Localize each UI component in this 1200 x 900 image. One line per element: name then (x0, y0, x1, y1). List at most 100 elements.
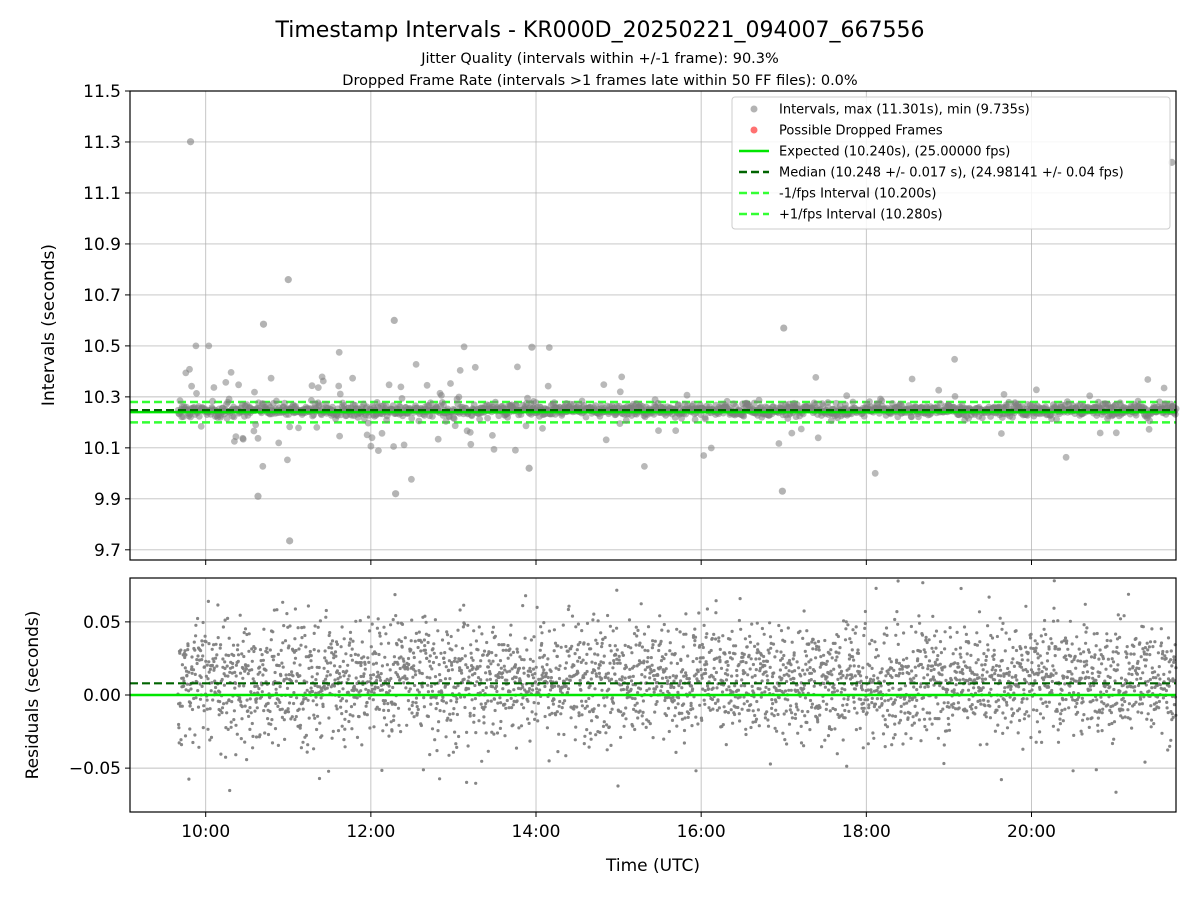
residual-point (714, 611, 718, 615)
residual-point (799, 674, 803, 678)
residual-point (1043, 618, 1047, 623)
residual-point (1030, 688, 1034, 692)
residual-point (816, 639, 821, 644)
residual-point (780, 656, 784, 661)
residual-point (704, 635, 708, 639)
residual-point (1074, 666, 1078, 670)
residual-point (408, 687, 412, 691)
residual-point (948, 626, 952, 630)
residual-point (492, 732, 496, 736)
residual-point (919, 662, 924, 667)
residual-point (921, 696, 926, 700)
residual-point (309, 659, 313, 663)
residual-point (334, 704, 338, 708)
residual-point (909, 736, 913, 741)
residual-point (631, 724, 635, 728)
residual-point (462, 603, 466, 607)
residual-point (847, 657, 852, 661)
residual-point (610, 707, 614, 711)
residual-point (941, 707, 945, 711)
residual-point (332, 684, 336, 688)
residual-point (384, 723, 389, 727)
residual-point (605, 695, 609, 699)
residual-point (740, 678, 744, 682)
residual-point (1038, 654, 1042, 658)
residual-point (1075, 701, 1079, 706)
residual-point (317, 776, 322, 781)
residual-point (763, 690, 767, 694)
residual-point (419, 723, 423, 728)
residual-point (668, 675, 672, 680)
residual-point (1044, 700, 1048, 704)
residual-point (265, 650, 269, 654)
residual-point (611, 629, 615, 633)
residual-point (773, 655, 777, 659)
residual-point (1111, 660, 1116, 664)
residual-point (814, 656, 818, 660)
residual-point (574, 625, 578, 629)
residual-point (442, 656, 446, 660)
residual-point (402, 681, 406, 685)
residual-point (268, 709, 272, 714)
residual-point (523, 636, 527, 640)
residual-point (292, 701, 296, 706)
residual-point (206, 727, 210, 731)
residual-point (912, 685, 916, 689)
residual-point (369, 676, 373, 681)
residual-point (852, 695, 856, 700)
residual-point (224, 726, 228, 730)
residual-point (511, 650, 515, 655)
residual-point (387, 734, 391, 738)
residual-point (642, 632, 647, 636)
residual-point (329, 642, 333, 646)
residual-point (666, 629, 670, 633)
intervals-y-tick-label: 10.1 (83, 439, 121, 459)
residual-point (961, 688, 965, 693)
residual-point (313, 683, 317, 688)
residual-point (912, 676, 916, 680)
residual-point (884, 674, 888, 678)
residual-point (640, 714, 644, 718)
residual-point (946, 716, 950, 721)
residual-point (988, 704, 992, 708)
residual-point (409, 639, 413, 643)
residual-point (660, 628, 664, 632)
residual-point (422, 705, 426, 709)
residual-point (463, 705, 467, 710)
residual-point (1095, 710, 1099, 714)
residual-point (782, 712, 786, 716)
residual-point (1109, 711, 1113, 715)
residual-point (726, 673, 730, 677)
residual-point (588, 731, 592, 735)
residual-point (1087, 650, 1091, 654)
residual-point (1047, 685, 1051, 689)
residual-point (459, 668, 463, 673)
residual-point (962, 660, 966, 664)
residual-point (1110, 657, 1114, 661)
interval-point (691, 416, 699, 423)
intervals-y-ticks: 9.79.910.110.310.510.710.911.111.311.5 (83, 82, 130, 561)
residual-point (591, 618, 595, 622)
residual-point (750, 675, 754, 679)
residual-point (672, 698, 676, 703)
residual-point (369, 645, 373, 649)
residual-point (694, 715, 698, 719)
residual-point (1034, 740, 1038, 744)
residual-point (580, 704, 585, 708)
residual-point (570, 644, 574, 648)
residual-point (966, 716, 970, 720)
residual-point (766, 678, 770, 683)
interval-point (397, 383, 405, 391)
residual-point (622, 724, 626, 728)
residual-point (1017, 685, 1021, 689)
residual-point (651, 639, 655, 643)
residual-point (371, 662, 376, 666)
residual-point (705, 662, 709, 666)
residual-point (982, 698, 986, 702)
residual-point (786, 626, 790, 630)
residual-point (501, 687, 505, 691)
residual-point (285, 677, 289, 681)
residual-point (1014, 674, 1018, 678)
residual-point (194, 623, 198, 627)
residual-point (364, 687, 368, 691)
